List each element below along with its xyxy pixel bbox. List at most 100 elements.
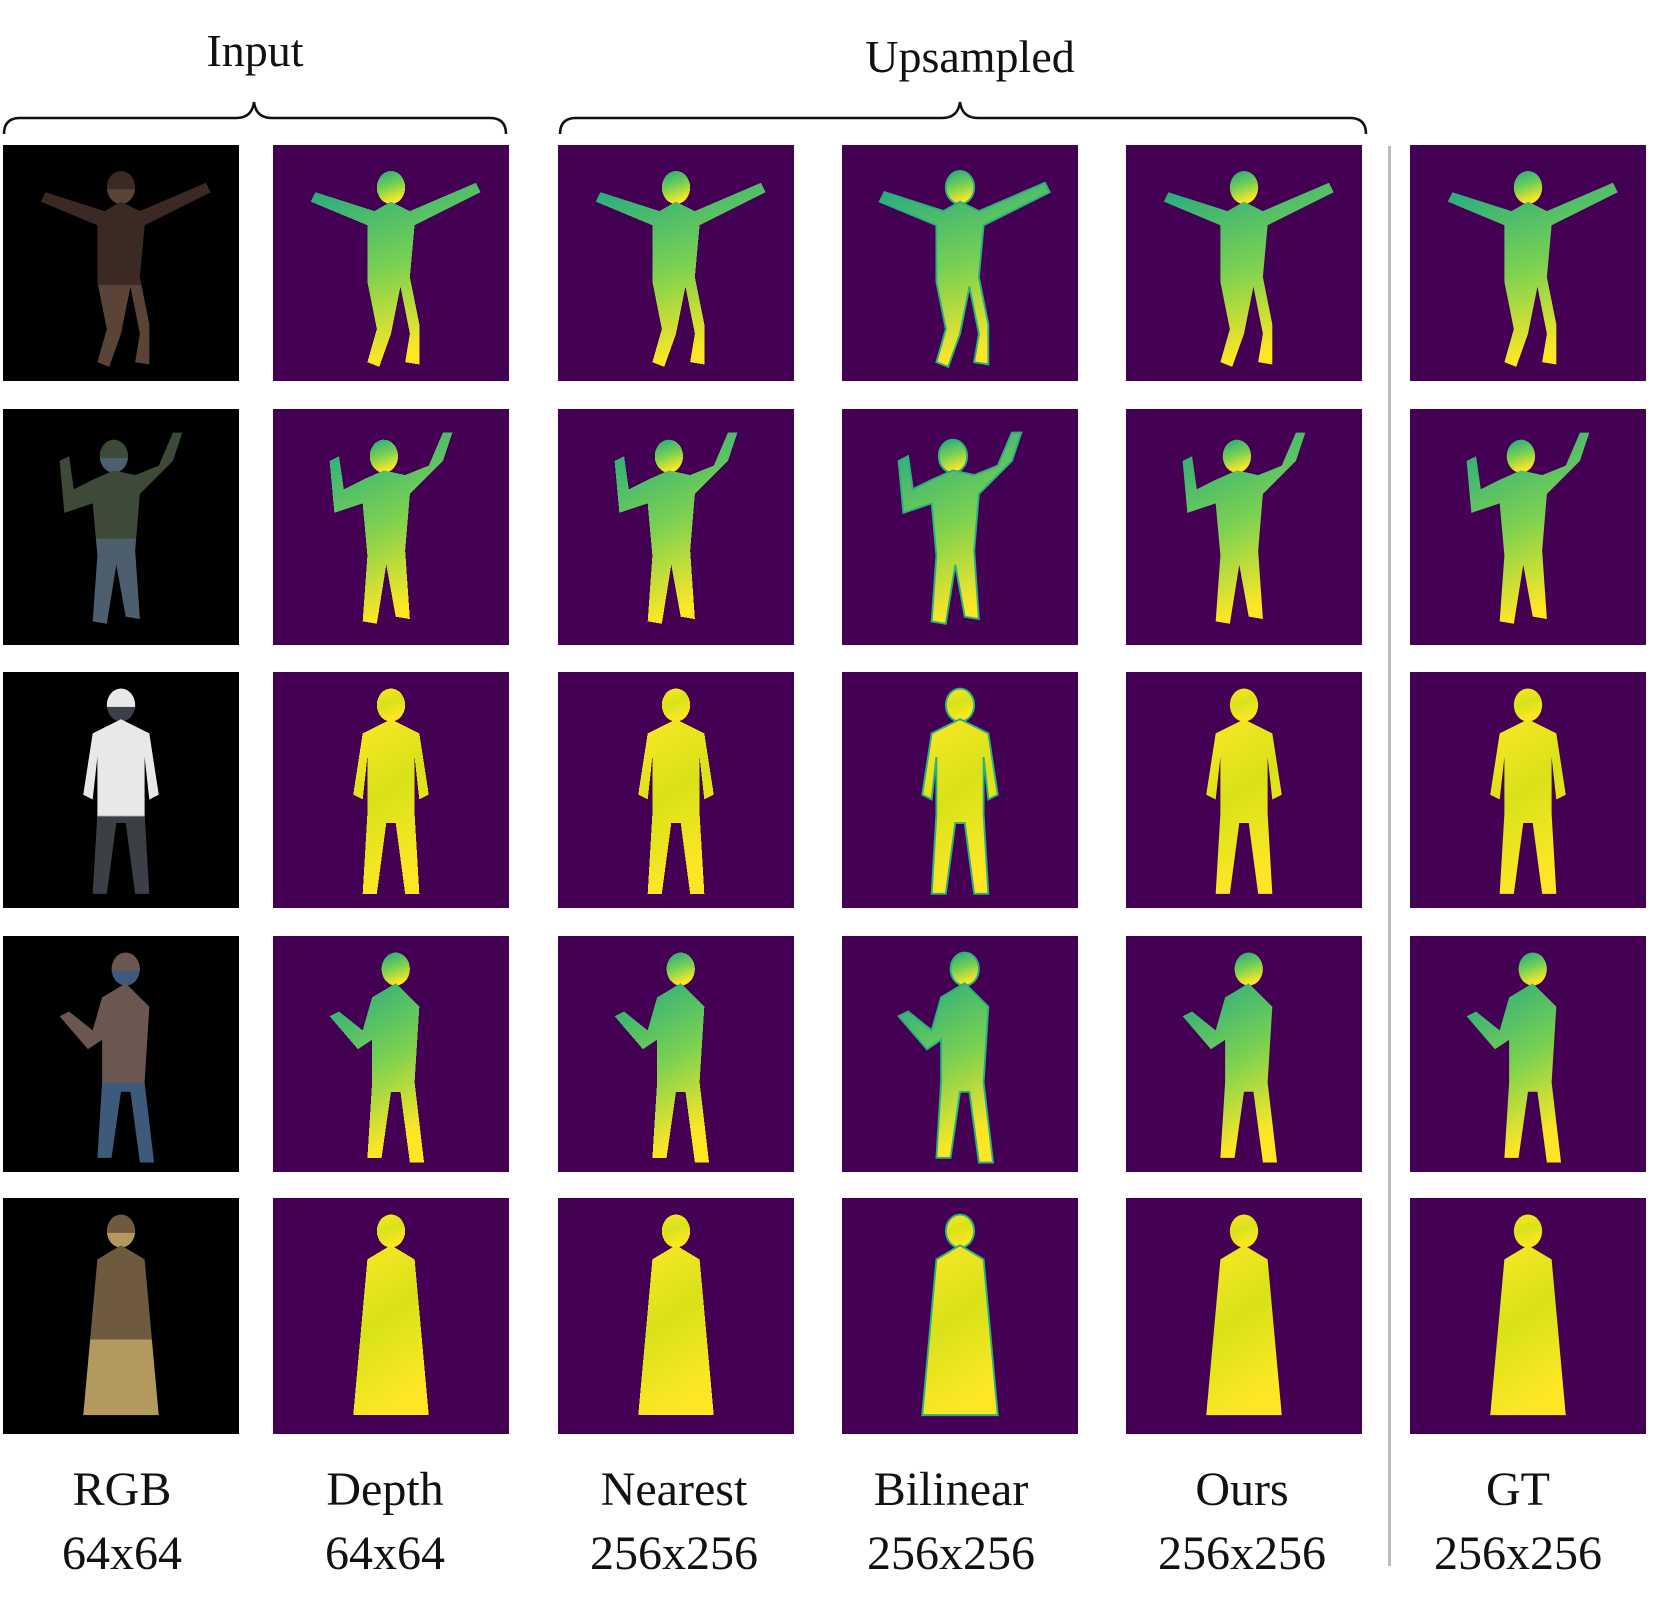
column-label-nearest: Nearest 256x256 [524,1458,824,1586]
panel-gt-row-5 [1410,1198,1646,1434]
depth-map [1126,672,1362,908]
depth-map [558,1198,794,1434]
depth-map [842,1198,1078,1434]
depth-map [1126,1198,1362,1434]
panel-rgb-row-2 [3,409,239,645]
depth-map [273,1198,509,1434]
rgb-image [3,936,239,1172]
panel-bilinear-row-5 [842,1198,1078,1434]
column-resolution: 256x256 [1158,1527,1326,1580]
depth-map [842,145,1078,381]
depth-map [1126,409,1362,645]
person-silhouette [878,170,1051,369]
panel-nearest-row-3 [558,672,794,908]
column-name: GT [1486,1463,1550,1516]
brace-upsampled [558,101,1368,135]
depth-map [1410,672,1646,908]
person-silhouette [83,688,159,894]
person-silhouette [310,170,481,367]
depth-map [273,672,509,908]
depth-map [273,145,509,381]
panel-depth-row-4 [273,936,509,1172]
person-silhouette [353,688,429,894]
person-silhouette [921,1213,999,1417]
person-silhouette [595,170,766,367]
person-silhouette [921,687,999,895]
person-silhouette [1182,952,1278,1163]
depth-map [273,936,509,1172]
column-resolution: 256x256 [590,1527,758,1580]
panel-nearest-row-4 [558,936,794,1172]
person-silhouette [1447,170,1618,367]
column-name: Depth [326,1463,444,1516]
panel-bilinear-row-1 [842,145,1078,381]
column-resolution: 64x64 [62,1527,182,1580]
panel-rgb-row-4 [3,936,239,1172]
person-silhouette [1466,952,1562,1163]
person-silhouette [1490,688,1566,894]
column-label-bilinear: Bilinear 256x256 [801,1458,1101,1586]
column-label-gt: GT 256x256 [1368,1458,1658,1586]
depth-map [1126,936,1362,1172]
rgb-image [3,409,239,645]
panel-nearest-row-1 [558,145,794,381]
panel-rgb-row-1 [3,145,239,381]
depth-map [1410,1198,1646,1434]
panel-depth-row-2 [273,409,509,645]
person-silhouette [1490,1214,1566,1416]
person-silhouette [353,1214,429,1416]
person-silhouette [329,432,453,624]
person-silhouette [1206,1214,1282,1416]
column-name: Nearest [600,1463,748,1516]
panel-bilinear-row-3 [842,672,1078,908]
depth-map [842,936,1078,1172]
depth-map [558,145,794,381]
person-silhouette [1163,170,1334,367]
panel-depth-row-3 [273,672,509,908]
group-label-upsampled: Upsampled [865,31,1075,82]
group-label-input: Input [206,25,304,76]
person-silhouette [638,688,714,894]
person-silhouette [614,952,710,1163]
panel-ours-row-3 [1126,672,1362,908]
panel-rgb-row-5 [3,1198,239,1434]
person-silhouette [59,432,183,624]
rgb-image [3,672,239,908]
panel-ours-row-4 [1126,936,1362,1172]
panel-depth-row-5 [273,1198,509,1434]
person-silhouette [1182,432,1306,624]
depth-map [842,672,1078,908]
person-silhouette [59,952,155,1163]
depth-map [1410,145,1646,381]
depth-map [1410,409,1646,645]
person-silhouette [1466,432,1590,624]
panel-ours-row-5 [1126,1198,1362,1434]
depth-map [1126,145,1362,381]
panel-bilinear-row-2 [842,409,1078,645]
depth-map [558,936,794,1172]
person-silhouette [40,170,211,367]
rgb-image [3,1198,239,1434]
column-resolution: 256x256 [1434,1527,1602,1580]
person-silhouette [329,952,425,1163]
panel-gt-row-4 [1410,936,1646,1172]
panel-gt-row-3 [1410,672,1646,908]
panel-rgb-row-3 [3,672,239,908]
column-separator [1388,146,1391,1566]
depth-map [558,409,794,645]
panel-ours-row-2 [1126,409,1362,645]
column-resolution: 64x64 [325,1527,445,1580]
column-name: RGB [72,1463,172,1516]
panel-gt-row-2 [1410,409,1646,645]
person-silhouette [897,431,1023,625]
person-silhouette [614,432,738,624]
person-silhouette [1206,688,1282,894]
person-silhouette [638,1214,714,1416]
panel-nearest-row-5 [558,1198,794,1434]
person-silhouette [897,951,995,1164]
brace-input [2,101,508,135]
depth-map [1410,936,1646,1172]
depth-map [558,672,794,908]
column-label-ours: Ours 256x256 [1092,1458,1392,1586]
